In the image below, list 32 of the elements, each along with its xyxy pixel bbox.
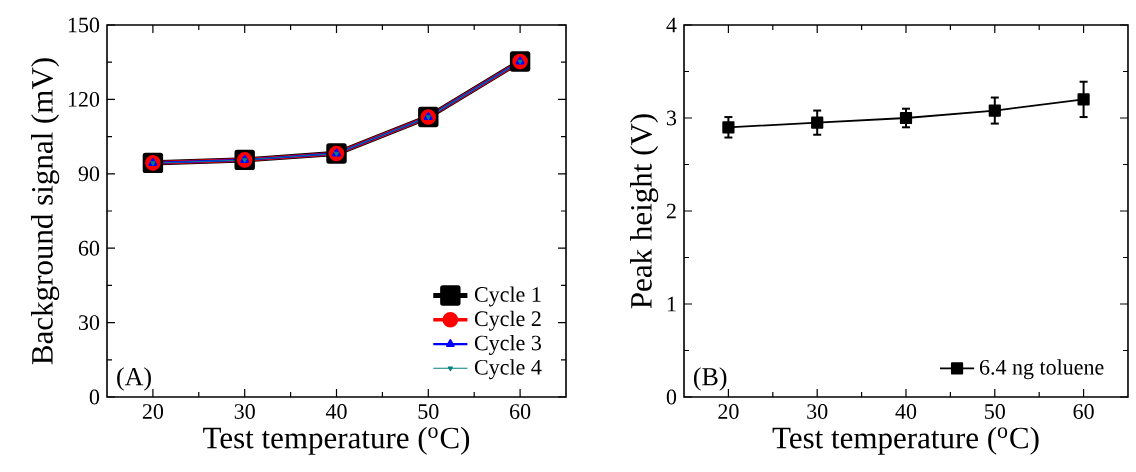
y-tick-label: 1	[667, 296, 676, 312]
y-tick-label: 60	[78, 240, 100, 256]
annotation: (B)	[693, 367, 727, 391]
legend-label: Cycle 2	[474, 310, 541, 331]
y-axis-title: Background signal (mV)	[30, 58, 60, 365]
annotation: (A)	[117, 367, 151, 391]
y-axis-title: Peak height (V)	[630, 114, 659, 309]
legend-label: Cycle 1	[474, 286, 541, 307]
y-tick-label: 150	[68, 17, 100, 33]
y-tick-label: 30	[79, 315, 100, 331]
x-tick-label: 20	[142, 404, 164, 419]
x-tick-label: 20	[718, 404, 739, 419]
x-tick-label: 60	[510, 404, 531, 419]
x-tick-label: 50	[418, 404, 439, 419]
x-tick-label: 40	[895, 404, 917, 419]
legend-label: Cycle 4	[474, 359, 542, 380]
x-tick-label: 40	[325, 404, 347, 419]
y-tick-label: 0	[666, 389, 677, 405]
x-tick-label: 30	[234, 404, 255, 419]
y-tick-label: 2	[666, 203, 676, 219]
x-tick-label: 60	[1073, 404, 1094, 419]
y-tick-label: 120	[68, 91, 100, 107]
y-tick-label: 90	[78, 166, 100, 182]
y-tick-label: 0	[89, 389, 100, 405]
x-tick-label: 50	[985, 404, 1005, 419]
legend-label: 6.4 ng toluene	[979, 359, 1104, 380]
x-axis-title: Test temperature ($^{o}$C)	[772, 426, 1039, 455]
y-tick-label: 3	[667, 110, 677, 126]
x-axis-title: Test temperature ($^{o}$C)	[203, 426, 470, 455]
y-tick-label: 4	[666, 17, 677, 33]
legend-label: Cycle 3	[474, 334, 541, 355]
x-tick-label: 30	[807, 404, 828, 419]
